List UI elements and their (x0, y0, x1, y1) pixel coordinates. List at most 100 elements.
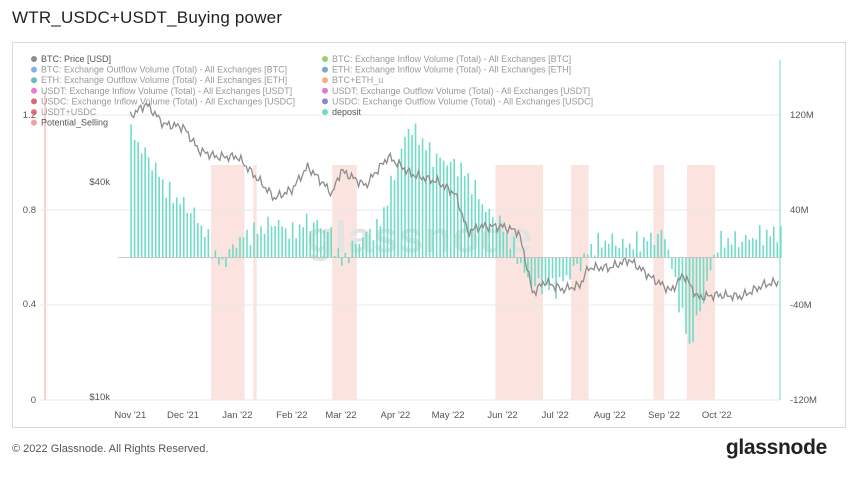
legend-marker (31, 98, 37, 105)
deposit-bar (636, 231, 638, 258)
deposit-bar (386, 205, 389, 258)
deposit-bar (225, 257, 227, 267)
deposit-bar (182, 197, 185, 258)
potential-selling-band-3 (495, 165, 543, 400)
deposit-bar (607, 243, 610, 258)
deposit-bar (232, 244, 234, 258)
deposit-bar (312, 222, 315, 258)
deposit-bar (284, 228, 287, 258)
deposit-bar (330, 227, 333, 258)
deposit-bar (158, 176, 160, 258)
deposit-bar (267, 216, 269, 258)
right-axis-tick-label: 40M (790, 205, 809, 216)
deposit-bar (723, 247, 726, 258)
deposit-bar (695, 257, 698, 316)
deposit-bar (520, 257, 522, 263)
deposit-bar (362, 237, 364, 258)
deposit-bar (253, 222, 255, 258)
deposit-bar (460, 162, 463, 258)
deposit-bar (477, 199, 480, 258)
x-axis-tick-label: Feb '22 (276, 410, 307, 421)
legend-label: deposit (332, 107, 362, 117)
legend-label: BTC: Price [USD] (41, 54, 111, 64)
legend-label: ETH: Exchange Inflow Volume (Total) - Al… (332, 65, 571, 75)
deposit-bar (692, 257, 694, 343)
glassnode-logo: glassnode (725, 436, 827, 459)
legend-label: USDC: Exchange Outflow Volume (Total) - … (332, 96, 593, 106)
right-axis-tick-label: 120M (790, 110, 814, 121)
deposit-bar (172, 202, 175, 258)
deposit-bar (393, 180, 396, 258)
x-axis-tick-label: Sep '22 (648, 410, 680, 421)
deposit-bar (442, 160, 445, 258)
deposit-bar (337, 248, 340, 258)
deposit-bar (488, 208, 491, 258)
deposit-bar (590, 243, 592, 258)
deposit-bar (175, 197, 178, 258)
btc-price-series-line (129, 101, 779, 303)
deposit-bar (165, 197, 168, 258)
deposit-bar (751, 237, 754, 258)
deposit-bar (456, 176, 459, 258)
deposit-bar (239, 237, 241, 258)
deposit-bar (499, 215, 501, 258)
deposit-bar (650, 232, 652, 258)
deposit-bar (541, 257, 543, 295)
legend-marker (322, 98, 328, 105)
left-axis-tick-label: 0 (31, 395, 36, 406)
legend-label: USDT: Exchange Inflow Volume (Total) - A… (41, 86, 292, 96)
left-axis-tick-label: 1.2 (23, 110, 36, 121)
x-axis-tick-label: Aug '22 (594, 410, 626, 421)
deposit-bar (309, 231, 312, 258)
deposit-bar (530, 257, 533, 288)
x-axis-tick-label: Oct '22 (702, 410, 732, 421)
deposit-bar (333, 256, 336, 258)
deposit-bar (319, 228, 322, 258)
potential-selling-band-1 (253, 165, 257, 400)
deposit-bar (646, 241, 649, 258)
deposit-bar (400, 148, 403, 258)
deposit-bar (688, 257, 691, 344)
legend-marker (31, 66, 37, 73)
legend-marker (322, 77, 328, 84)
deposit-bar (516, 257, 519, 265)
deposit-bar (492, 217, 494, 258)
deposit-bar (298, 224, 301, 258)
legend-label: BTC+ETH_u (332, 75, 383, 85)
deposit-bar (611, 233, 614, 258)
deposit-bar (769, 236, 772, 258)
legend-label: USDT+USDC (41, 107, 97, 117)
deposit-bar (727, 238, 729, 258)
deposit-bar (418, 144, 420, 258)
deposit-bar (351, 240, 354, 258)
deposit-bar (463, 175, 466, 258)
deposit-bar (621, 238, 624, 258)
deposit-bar (579, 257, 582, 272)
deposit-bar (365, 231, 368, 258)
deposit-bar (411, 134, 413, 258)
potential-selling-band-6 (686, 165, 716, 400)
deposit-bar (151, 170, 153, 258)
deposit-bar (639, 251, 642, 258)
price-axis-tick-label: $40k (89, 177, 110, 188)
legend-marker (322, 66, 328, 73)
deposit-bar (235, 248, 238, 258)
deposit-bar (323, 229, 326, 258)
deposit-bar (425, 150, 427, 258)
deposit-bar (643, 237, 645, 258)
deposit-bar (358, 243, 361, 258)
deposit-bar (765, 229, 768, 258)
deposit-bar (186, 212, 189, 258)
deposit-bar (597, 232, 599, 258)
deposit-bar (685, 257, 687, 334)
x-axis-tick-label: Jul '22 (542, 410, 569, 421)
right-axis-tick-label: -40M (790, 300, 812, 311)
deposit-bar (555, 257, 557, 299)
deposit-bar (147, 157, 150, 258)
deposit-bar (355, 243, 357, 258)
deposit-bar (600, 247, 603, 258)
legend-marker (31, 109, 37, 115)
left-axis-tick-label: 0.4 (23, 299, 36, 310)
x-axis-tick-label: Nov '21 (114, 410, 146, 421)
deposit-bar (432, 166, 434, 258)
